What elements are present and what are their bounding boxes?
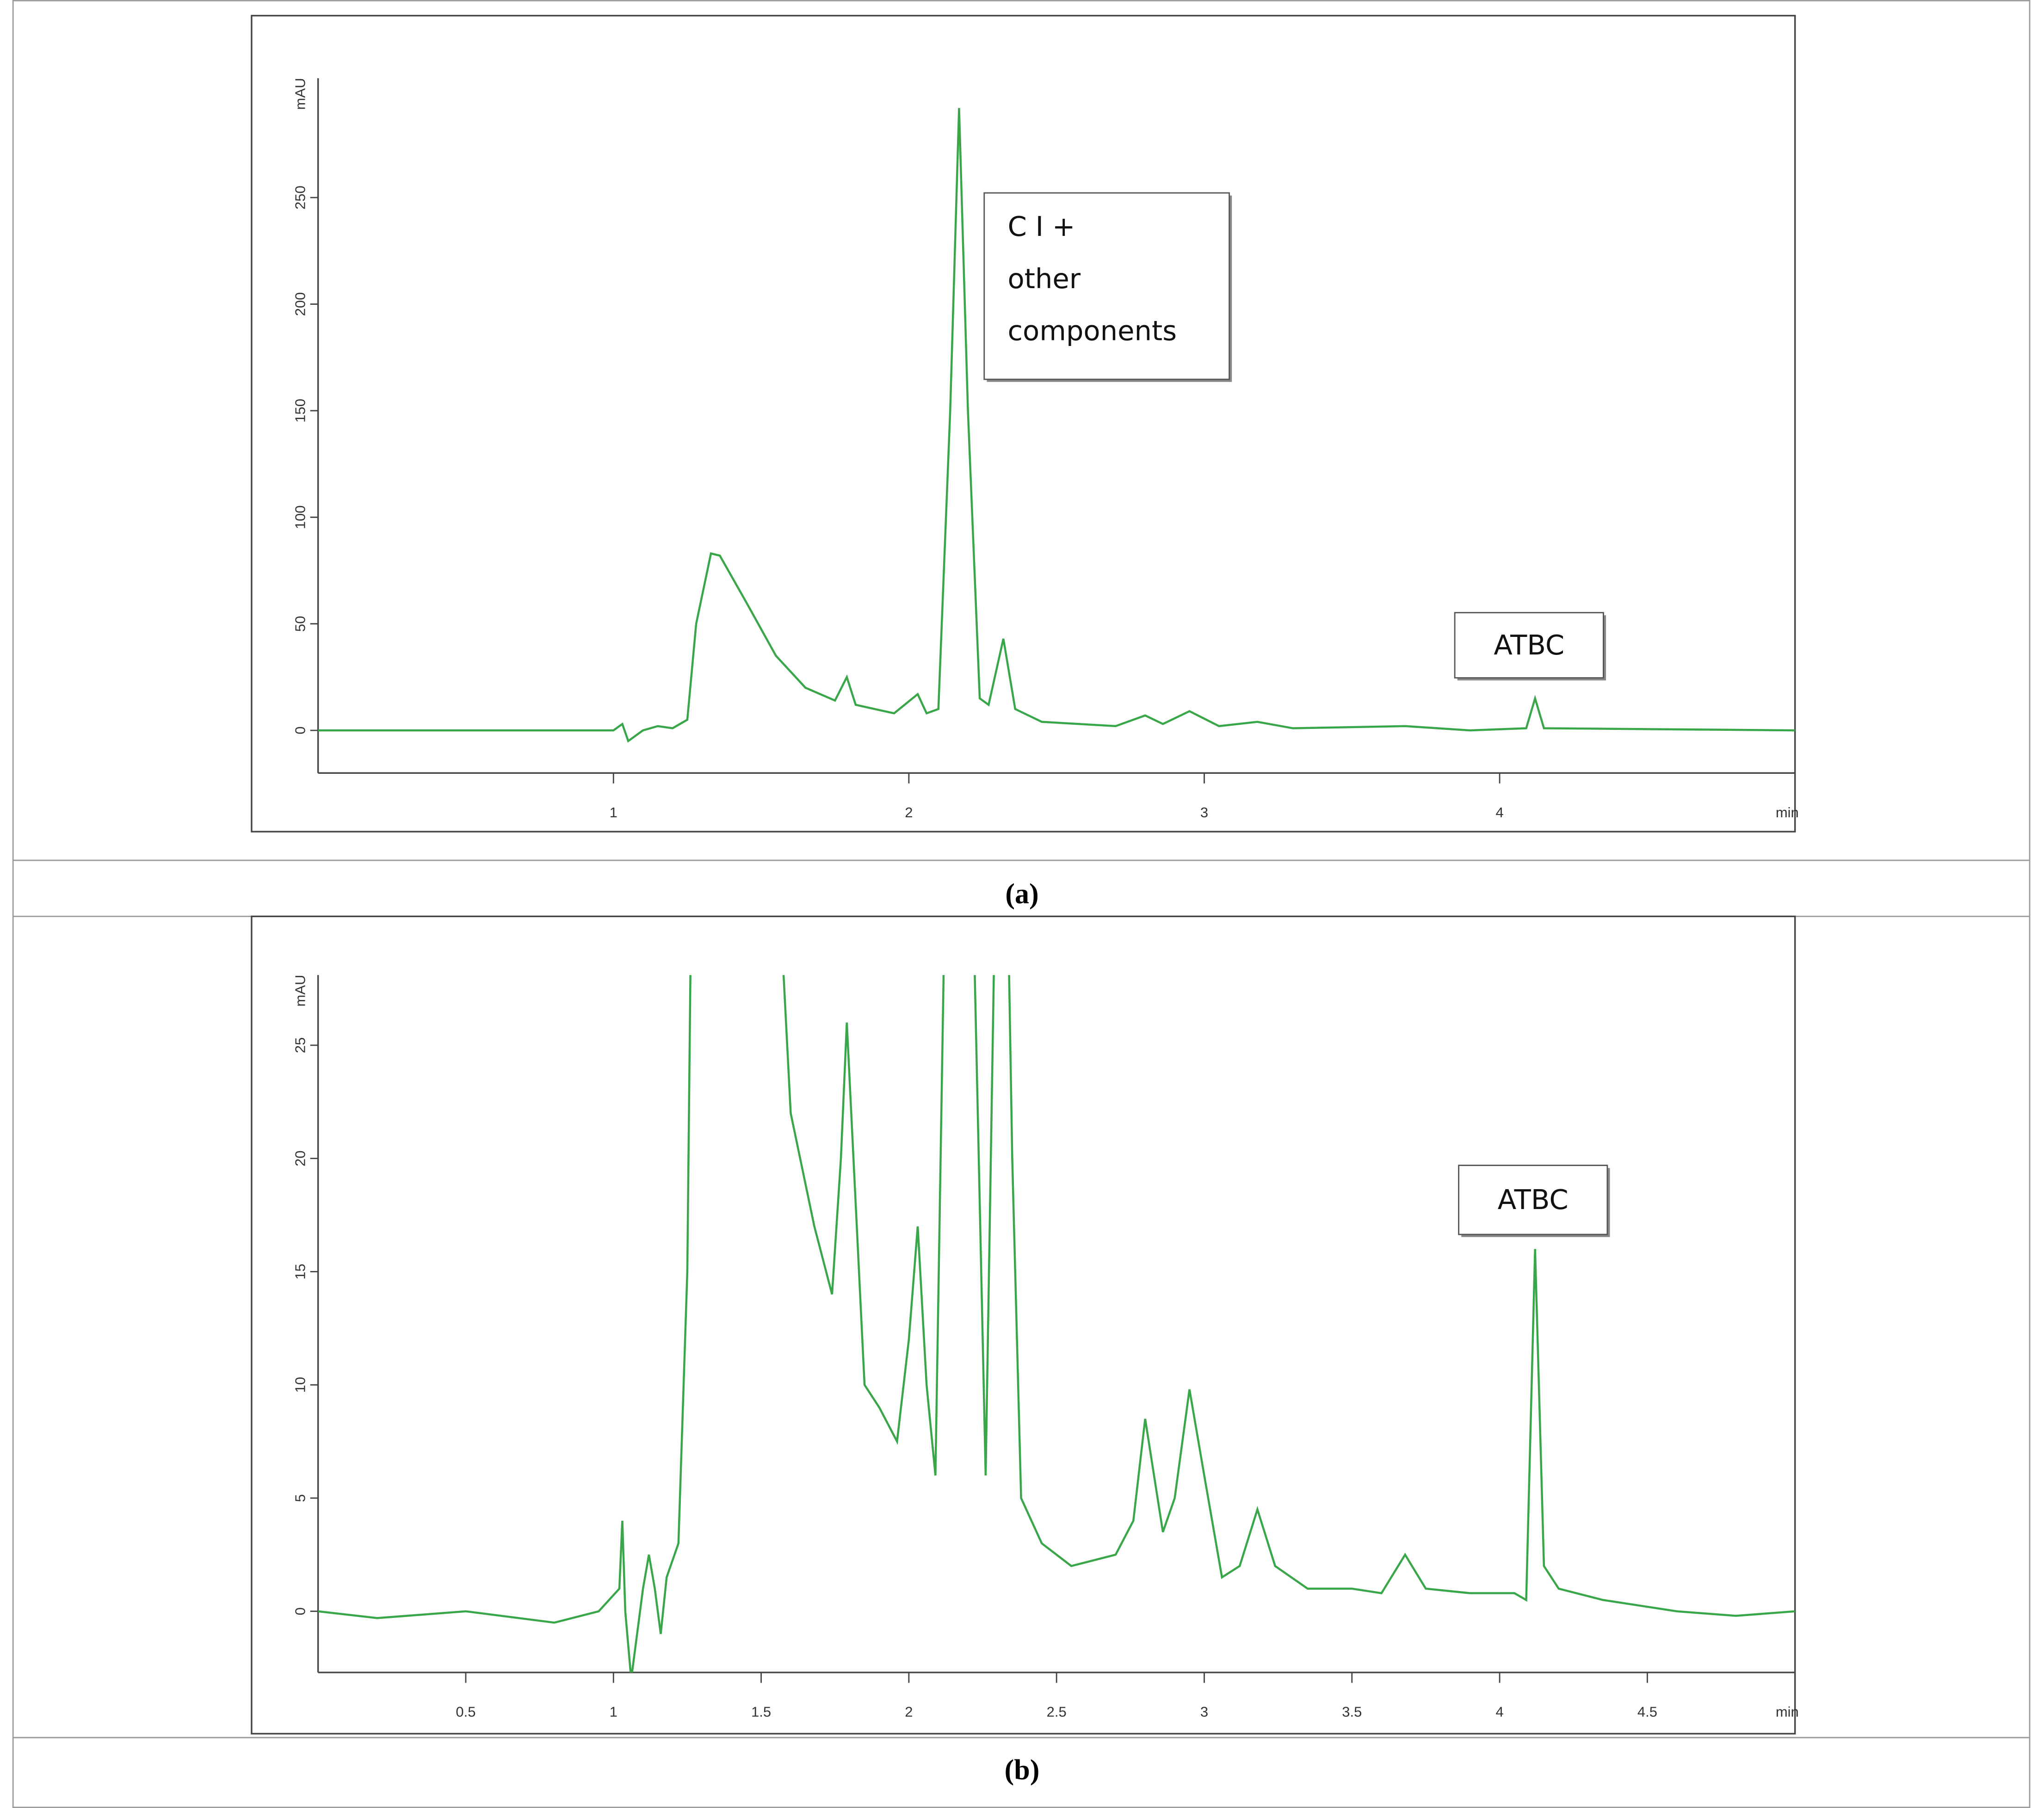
y-tick-label: 250 bbox=[292, 185, 308, 210]
y-tick-label: 25 bbox=[292, 1037, 308, 1053]
y-tick-label: 200 bbox=[292, 292, 308, 316]
y-tick-label: 0 bbox=[292, 726, 308, 734]
y-tick-label: 50 bbox=[292, 616, 308, 631]
y-tick-label: 15 bbox=[292, 1264, 308, 1279]
x-axis-label: min bbox=[1776, 804, 1799, 821]
x-tick-label: 0.5 bbox=[456, 1704, 475, 1720]
caption: (a) bbox=[1005, 878, 1038, 910]
annotation-text: ATBC bbox=[1494, 629, 1564, 661]
x-tick-label: 3 bbox=[1200, 804, 1208, 821]
x-tick-label: 2.5 bbox=[1047, 1704, 1067, 1720]
annotation-box bbox=[983, 192, 1230, 380]
y-tick-label: 0 bbox=[292, 1607, 308, 1615]
y-tick-label: 10 bbox=[292, 1377, 308, 1393]
x-tick-label: 3 bbox=[1200, 1704, 1208, 1720]
x-tick-label: 2 bbox=[905, 1704, 913, 1720]
plot-frame bbox=[251, 915, 1796, 1735]
x-tick-label: 3.5 bbox=[1342, 1704, 1362, 1720]
x-axis-label: min bbox=[1776, 1704, 1799, 1720]
annotation-text: components bbox=[1007, 315, 1177, 347]
x-tick-label: 1.5 bbox=[751, 1704, 771, 1720]
x-tick-label: 1 bbox=[610, 804, 618, 821]
x-tick-label: 4.5 bbox=[1637, 1704, 1657, 1720]
chromatogram-line bbox=[318, 108, 1795, 743]
annotation-text: other bbox=[1007, 263, 1081, 295]
x-tick-label: 1 bbox=[610, 1704, 618, 1720]
plot-frame bbox=[251, 15, 1796, 833]
chromatogram-line bbox=[318, 975, 1795, 1672]
y-tick-label: 100 bbox=[292, 505, 308, 529]
chart: mAU min 0 5 10 15 20 25 0.5 1 1.5 2 2.5 3 3.5 4 4.5 ATBC (… bbox=[251, 915, 1799, 1786]
annotation-text: ATBC bbox=[1498, 1184, 1569, 1216]
annotation-text: C I + bbox=[1007, 210, 1075, 242]
y-tick-label: 150 bbox=[292, 399, 308, 423]
y-tick-label: 20 bbox=[292, 1150, 308, 1166]
caption: (b) bbox=[1005, 1754, 1040, 1786]
x-tick-label: 2 bbox=[905, 804, 913, 821]
chart: mAU min 0 50 100 150 200 250 1 2 3 4 C I + other compo… bbox=[251, 15, 1799, 910]
x-tick-label: 4 bbox=[1495, 1704, 1503, 1720]
y-tick-label: 5 bbox=[292, 1494, 308, 1502]
x-tick-label: 4 bbox=[1495, 804, 1503, 821]
annotation-box bbox=[1454, 612, 1604, 679]
y-axis-label: mAU bbox=[292, 975, 308, 1006]
annotation-box bbox=[1458, 1165, 1608, 1235]
y-axis-label: mAU bbox=[292, 78, 308, 110]
